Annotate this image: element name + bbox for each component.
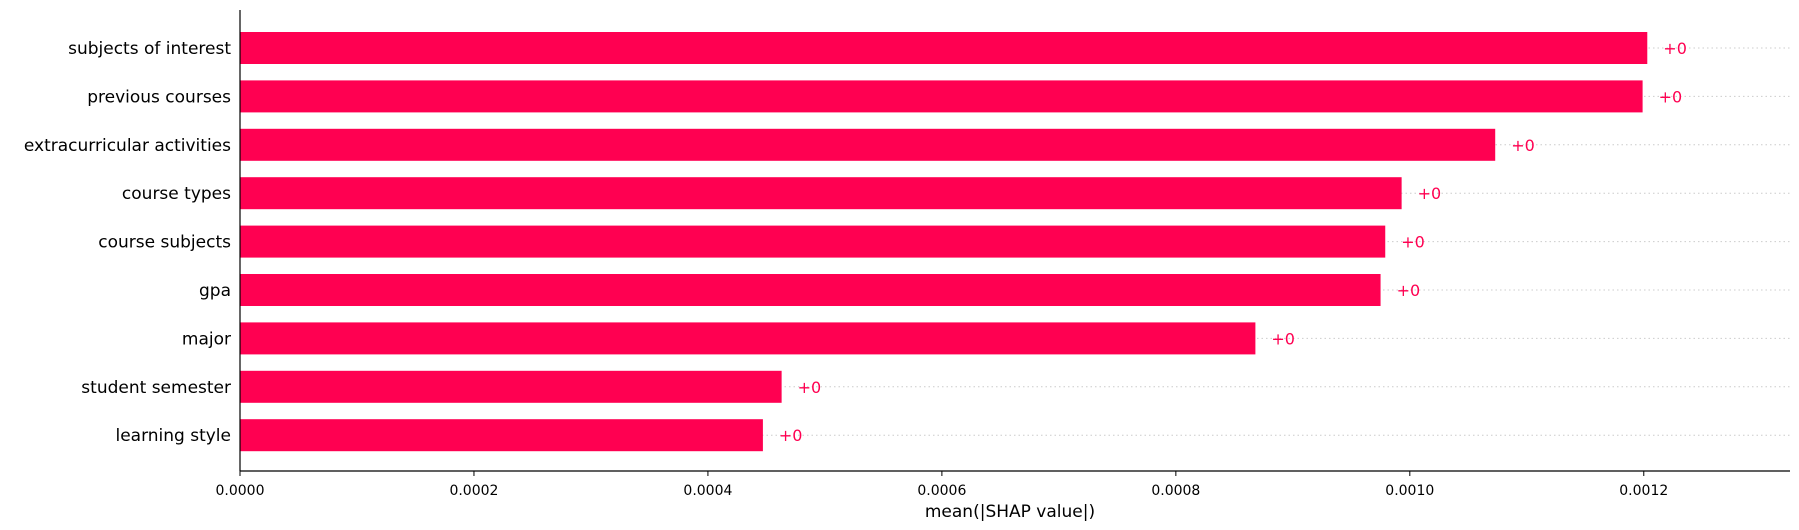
category-label: course subjects [98,233,231,253]
data-label: +0 [1271,329,1295,348]
bar [240,322,1256,355]
bar [240,419,763,452]
category-label: major [182,329,231,349]
category-label: subjects of interest [68,39,231,59]
bars-group [240,32,1648,452]
data-label: +0 [1397,281,1421,300]
x-tick-label: 0.0004 [683,483,732,499]
x-tick-label: 0.0006 [917,483,966,499]
x-axis-title: mean(|SHAP value|) [925,502,1095,522]
data-label: +0 [1659,87,1683,106]
data-label: +0 [1418,184,1442,203]
data-label: +0 [779,426,803,445]
category-label: learning style [115,426,231,446]
data-label: +0 [1401,233,1425,252]
category-label: extracurricular activities [24,136,231,156]
bar [240,177,1402,210]
x-tick-label: 0.0002 [449,483,498,499]
data-label: +0 [1663,39,1687,58]
x-tick-label: 0.0010 [1385,483,1434,499]
x-tick-label: 0.0008 [1151,483,1200,499]
bar [240,80,1643,113]
x-ticks-group: 0.0000 0.0002 0.0004 0.0006 0.0008 0.0010 0.00… [216,471,1668,499]
category-label: gpa [199,281,231,301]
bar [240,225,1386,258]
x-tick-label: 0.0012 [1619,483,1668,499]
category-labels-group: subjects of interest previous courses extr… [24,39,231,446]
data-label: +0 [798,378,822,397]
x-tick-label: 0.0000 [216,483,265,499]
category-label: course types [122,184,231,204]
bar [240,32,1648,64]
bar [240,274,1381,306]
data-label: +0 [1511,136,1535,155]
bar [240,370,782,403]
category-label: previous courses [87,87,231,107]
category-label: student semester [81,378,231,398]
bar [240,128,1496,161]
data-labels-group: +0 +0 +0 +0 +0 +0 +0 +0 +0 [779,39,1687,445]
